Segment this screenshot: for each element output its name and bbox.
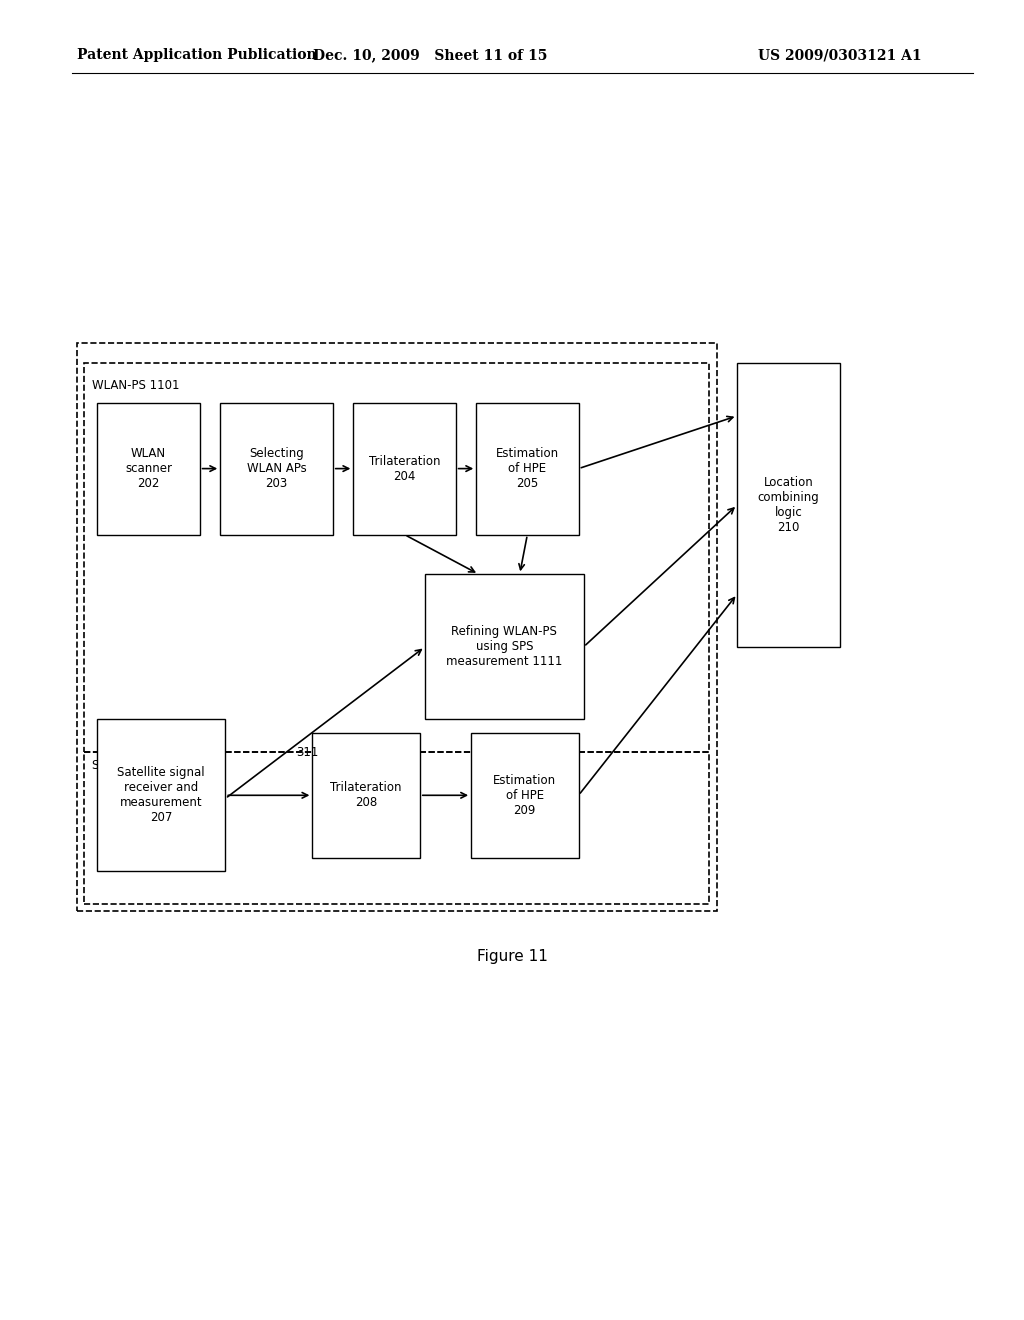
FancyBboxPatch shape: [97, 719, 225, 871]
Text: SPS 1106: SPS 1106: [92, 759, 147, 772]
Text: Dec. 10, 2009   Sheet 11 of 15: Dec. 10, 2009 Sheet 11 of 15: [313, 49, 547, 62]
FancyBboxPatch shape: [425, 574, 584, 719]
Text: Figure 11: Figure 11: [476, 949, 548, 965]
Text: WLAN
scanner
202: WLAN scanner 202: [125, 447, 172, 490]
Text: Refining WLAN-PS
using SPS
measurement 1111: Refining WLAN-PS using SPS measurement 1…: [446, 626, 562, 668]
Text: 311: 311: [296, 746, 318, 759]
Text: Satellite signal
receiver and
measurement
207: Satellite signal receiver and measuremen…: [118, 767, 205, 824]
Text: Location
combining
logic
210: Location combining logic 210: [758, 477, 819, 533]
Text: US 2009/0303121 A1: US 2009/0303121 A1: [758, 49, 922, 62]
Text: Estimation
of HPE
205: Estimation of HPE 205: [496, 447, 559, 490]
FancyBboxPatch shape: [312, 733, 420, 858]
Text: Patent Application Publication: Patent Application Publication: [77, 49, 316, 62]
Text: WLAN-PS 1101: WLAN-PS 1101: [92, 379, 179, 392]
FancyBboxPatch shape: [476, 403, 579, 535]
Text: Estimation
of HPE
209: Estimation of HPE 209: [494, 774, 556, 817]
FancyBboxPatch shape: [353, 403, 456, 535]
Text: Trilateration
208: Trilateration 208: [331, 781, 401, 809]
FancyBboxPatch shape: [220, 403, 333, 535]
Text: Trilateration
204: Trilateration 204: [369, 454, 440, 483]
Text: Selecting
WLAN APs
203: Selecting WLAN APs 203: [247, 447, 306, 490]
FancyBboxPatch shape: [737, 363, 840, 647]
FancyBboxPatch shape: [471, 733, 579, 858]
FancyBboxPatch shape: [97, 403, 200, 535]
